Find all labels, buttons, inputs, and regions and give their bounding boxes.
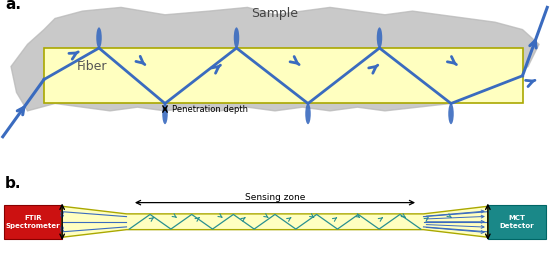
Ellipse shape	[448, 103, 454, 124]
Text: FTIR
Spectrometer: FTIR Spectrometer	[6, 215, 60, 229]
Bar	[4, 205, 62, 239]
Ellipse shape	[162, 103, 168, 124]
Ellipse shape	[305, 103, 311, 124]
Polygon shape	[11, 7, 539, 111]
Text: Sample: Sample	[251, 7, 299, 20]
Ellipse shape	[377, 27, 382, 48]
Ellipse shape	[234, 27, 239, 48]
Text: b.: b.	[4, 176, 21, 191]
Bar	[488, 205, 546, 239]
Text: Penetration depth: Penetration depth	[172, 105, 248, 114]
Text: a.: a.	[6, 0, 21, 12]
Text: Sensing zone: Sensing zone	[245, 193, 305, 202]
Text: Fiber: Fiber	[77, 60, 107, 73]
Text: MCT
Detector: MCT Detector	[499, 215, 534, 229]
Polygon shape	[62, 206, 488, 237]
Ellipse shape	[96, 27, 102, 48]
Bar	[44, 48, 522, 103]
